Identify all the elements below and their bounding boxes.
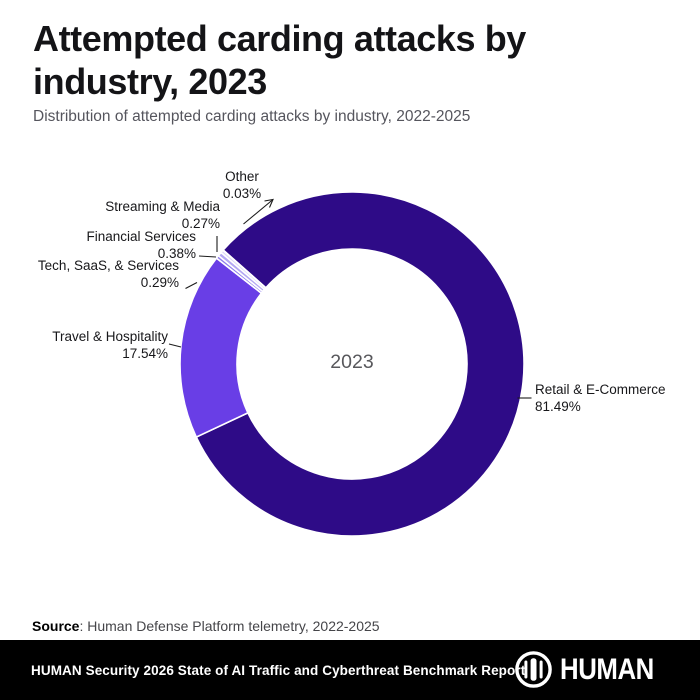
slice-label-name: Other bbox=[225, 169, 259, 184]
slice-label-travel-hospitality: Travel & Hospitality 17.54% bbox=[52, 329, 168, 362]
donut-center-year: 2023 bbox=[330, 351, 374, 373]
source-note: Source: Human Defense Platform telemetry… bbox=[32, 618, 380, 634]
human-logo: HUMAN bbox=[513, 649, 669, 690]
footer-banner: HUMAN Security 2026 State of AI Traffic … bbox=[0, 640, 700, 700]
slice-label-tech-saas-services: Tech, SaaS, & Services 0.29% bbox=[38, 258, 179, 291]
slice-label-financial-services: Financial Services 0.38% bbox=[86, 229, 196, 262]
slice-label-pct: 0.03% bbox=[222, 185, 262, 201]
slice-label-name: Travel & Hospitality bbox=[52, 329, 168, 344]
slice-label-pct: 0.29% bbox=[140, 274, 179, 290]
donut-slices bbox=[179, 191, 525, 537]
human-logo-icon bbox=[515, 651, 552, 688]
slice-label-pct: 17.54% bbox=[122, 345, 168, 361]
slice-label-streaming-media: Streaming & Media 0.27% bbox=[105, 199, 220, 232]
slice-label-name: Tech, SaaS, & Services bbox=[37, 258, 179, 273]
donut-slice-retail-e-commerce bbox=[195, 191, 525, 537]
human-logo-wordmark: HUMAN bbox=[559, 652, 654, 686]
footer-banner-text: HUMAN Security 2026 State of AI Traffic … bbox=[31, 662, 526, 678]
donut-slice-other bbox=[221, 248, 267, 290]
slice-label-name: Streaming & Media bbox=[105, 199, 220, 214]
slice-label-other: Other 0.03% bbox=[192, 169, 292, 202]
slice-label-pct: 81.49% bbox=[535, 398, 581, 414]
slice-label-name: Retail & E-Commerce bbox=[535, 382, 666, 397]
leader-line-tech bbox=[185, 282, 198, 289]
slice-label-retail-e-commerce: Retail & E-Commerce 81.49% bbox=[535, 382, 666, 415]
leader-arrowhead-other bbox=[264, 198, 274, 208]
leader-arrow-other bbox=[243, 199, 274, 225]
slice-label-name: Financial Services bbox=[86, 229, 196, 244]
page-subtitle: Distribution of attempted carding attack… bbox=[33, 108, 471, 125]
page-title: Attempted carding attacks by industry, 2… bbox=[33, 18, 526, 102]
leader-line-financial bbox=[198, 255, 217, 258]
source-label: Source bbox=[32, 618, 80, 634]
leader-line-travel bbox=[168, 343, 182, 348]
slice-label-pct: 0.38% bbox=[157, 245, 196, 261]
source-text: : Human Defense Platform telemetry, 2022… bbox=[79, 618, 380, 634]
slice-label-pct: 0.27% bbox=[181, 215, 220, 231]
